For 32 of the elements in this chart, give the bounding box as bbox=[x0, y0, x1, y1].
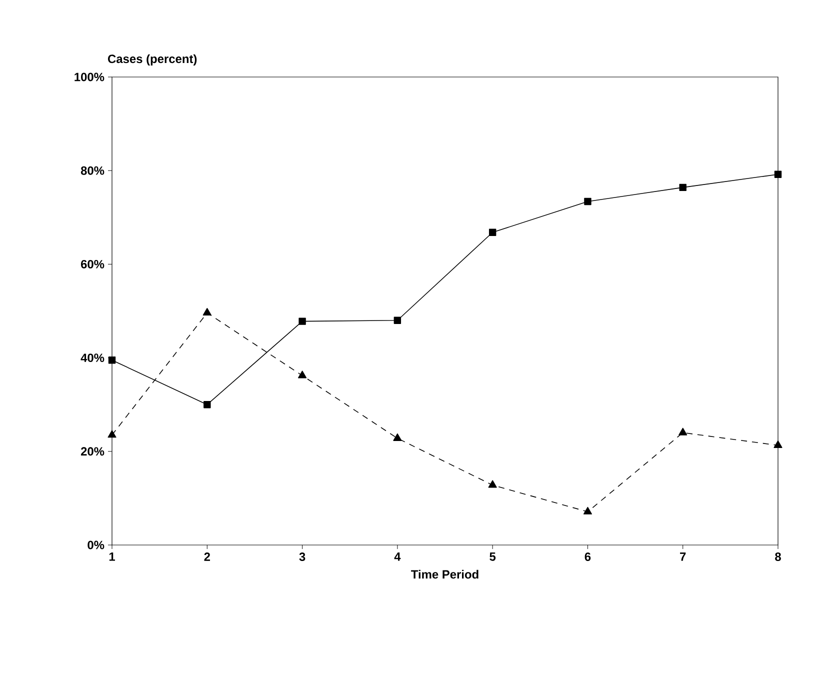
y-tick-label: 0% bbox=[88, 540, 104, 550]
point bbox=[298, 370, 307, 378]
y-tick-label: 40% bbox=[80, 354, 104, 362]
x-axis-title: Time Period bbox=[411, 570, 478, 579]
y-axis-title: Cases (percent) bbox=[108, 54, 197, 66]
point bbox=[108, 430, 116, 438]
point bbox=[108, 356, 116, 364]
x-tick-label: 3 bbox=[299, 552, 306, 562]
point bbox=[774, 170, 782, 178]
point bbox=[393, 433, 402, 441]
x-tick-label: 2 bbox=[204, 552, 210, 561]
point bbox=[583, 506, 592, 514]
point bbox=[488, 480, 497, 488]
point bbox=[584, 198, 592, 206]
x-tick-label: 1 bbox=[109, 552, 115, 561]
point bbox=[298, 318, 306, 325]
point bbox=[679, 184, 686, 192]
y-tick-label: 80% bbox=[80, 166, 104, 175]
y-tick-label: 20% bbox=[80, 447, 104, 456]
x-tick-label: 8 bbox=[775, 552, 781, 561]
x-tick-label: 5 bbox=[490, 552, 496, 561]
y-tick-label: 100% bbox=[74, 72, 104, 82]
x-tick-label: 4 bbox=[394, 552, 401, 561]
point bbox=[204, 401, 211, 408]
x-tick-label: 6 bbox=[584, 552, 591, 561]
point bbox=[678, 428, 688, 436]
x-tick-label: 7 bbox=[680, 552, 686, 561]
point bbox=[488, 228, 496, 236]
point bbox=[774, 440, 782, 448]
point bbox=[394, 316, 402, 324]
y-tick-label: 60% bbox=[80, 260, 104, 268]
point bbox=[202, 308, 212, 316]
